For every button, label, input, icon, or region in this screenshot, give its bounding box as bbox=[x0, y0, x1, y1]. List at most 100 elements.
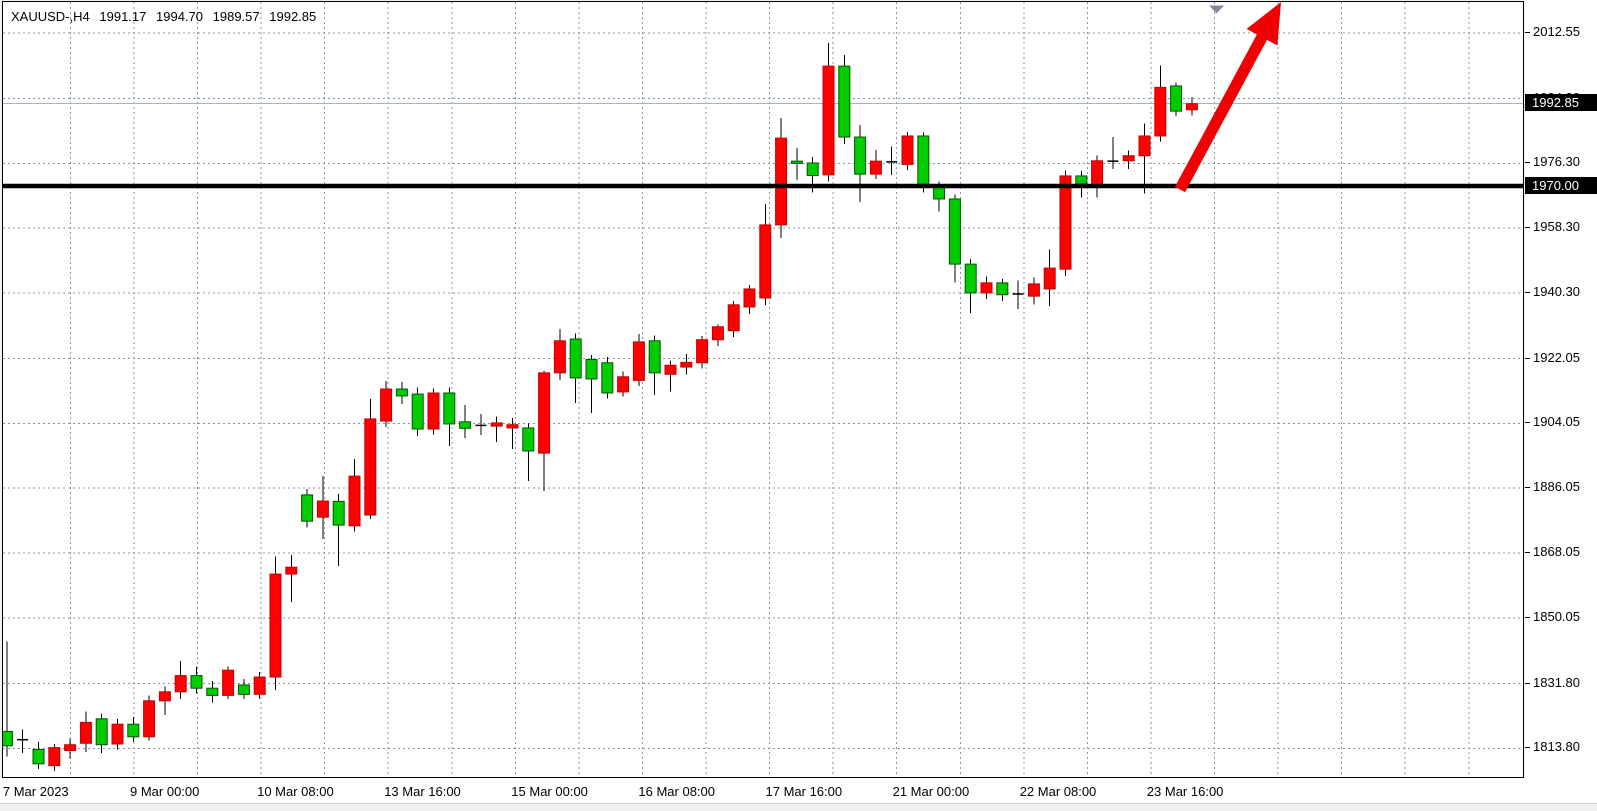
bull-candle bbox=[348, 475, 361, 527]
bull-candle bbox=[1122, 155, 1135, 162]
bear-candle bbox=[886, 161, 898, 163]
time-axis-label: 7 Mar 2023 bbox=[2, 784, 69, 799]
bear-candle bbox=[948, 198, 961, 265]
bear-candle bbox=[648, 340, 661, 374]
close-value: 1992.85 bbox=[269, 9, 317, 24]
bear-candle bbox=[237, 684, 250, 695]
price-axis-label: 1868.05 bbox=[1533, 544, 1580, 560]
trend-arrow-head-icon bbox=[1246, 2, 1281, 46]
price-axis-label: 1886.05 bbox=[1533, 479, 1580, 495]
bull-candle bbox=[617, 376, 630, 393]
window-bottom-strip bbox=[0, 803, 1597, 811]
bear-candle bbox=[443, 392, 456, 425]
bull-candle bbox=[222, 669, 235, 696]
bull-candle bbox=[1138, 135, 1151, 157]
bull-candle bbox=[759, 224, 772, 299]
bear-candle bbox=[790, 160, 803, 164]
bull-candle bbox=[775, 137, 788, 226]
bear-candle bbox=[964, 263, 977, 294]
bull-candle bbox=[17, 738, 29, 741]
bull-candle bbox=[48, 747, 61, 767]
ohlc-header: XAUUSD-,H4 1991.17 1994.70 1989.57 1992.… bbox=[11, 9, 322, 24]
price-axis-label: 1813.80 bbox=[1533, 739, 1580, 755]
bull-candle bbox=[285, 566, 298, 575]
bull-candle bbox=[1043, 267, 1056, 290]
bear-candle bbox=[127, 723, 140, 738]
price-axis-tick bbox=[1525, 487, 1530, 489]
price-axis-tick bbox=[1525, 162, 1530, 164]
bear-candle bbox=[475, 424, 487, 427]
bull-candle bbox=[269, 573, 282, 678]
price-chart[interactable]: XAUUSD-,H4 1991.17 1994.70 1989.57 1992.… bbox=[2, 1, 1524, 778]
bull-candle bbox=[1185, 103, 1198, 111]
bear-candle bbox=[459, 421, 472, 429]
price-axis-tick bbox=[1525, 31, 1530, 33]
time-axis-label: 22 Mar 08:00 bbox=[1019, 784, 1097, 799]
time-axis-label: 16 Mar 08:00 bbox=[638, 784, 715, 799]
bull-candle bbox=[664, 364, 677, 375]
bull-candle bbox=[143, 700, 156, 738]
bear-candle bbox=[1012, 293, 1024, 295]
bull-candle bbox=[727, 304, 740, 332]
bull-candle bbox=[316, 500, 329, 518]
price-axis-label: 2012.55 bbox=[1533, 23, 1580, 39]
bull-candle bbox=[506, 424, 519, 429]
price-axis-tick bbox=[1525, 747, 1530, 749]
bull-candle bbox=[680, 361, 693, 368]
bull-candle bbox=[901, 135, 914, 165]
bull-candle bbox=[743, 288, 756, 308]
time-axis-label: 15 Mar 00:00 bbox=[511, 784, 588, 799]
bull-candle bbox=[1059, 175, 1072, 270]
bull-candle bbox=[490, 422, 503, 427]
time-axis-label: 13 Mar 16:00 bbox=[384, 784, 461, 799]
bear-candle bbox=[301, 494, 314, 522]
bull-candle bbox=[538, 372, 551, 454]
bear-candle bbox=[1170, 85, 1183, 112]
bull-candle bbox=[79, 721, 92, 744]
bull-candle bbox=[64, 744, 77, 751]
bull-candle bbox=[427, 392, 440, 430]
bear-candle bbox=[996, 282, 1009, 296]
bull-candle bbox=[711, 326, 724, 341]
bear-candle bbox=[854, 136, 867, 175]
trend-arrow bbox=[1174, 34, 1268, 193]
bear-candle bbox=[522, 427, 535, 452]
price-axis-tick bbox=[1525, 227, 1530, 229]
price-axis-tick bbox=[1525, 291, 1530, 293]
time-axis-label: 17 Mar 16:00 bbox=[765, 784, 843, 799]
bear-candle bbox=[32, 748, 45, 765]
bull-candle bbox=[380, 388, 393, 422]
price-axis-label: 1831.80 bbox=[1533, 674, 1580, 690]
bear-candle bbox=[1075, 175, 1088, 185]
bull-candle bbox=[158, 691, 171, 702]
candlestick-canvas[interactable] bbox=[3, 2, 1523, 777]
bear-candle bbox=[190, 675, 203, 689]
price-axis-tick bbox=[1525, 682, 1530, 684]
time-axis-label: 23 Mar 16:00 bbox=[1146, 784, 1224, 799]
bear-candle bbox=[838, 65, 851, 138]
open-value: 1991.17 bbox=[99, 9, 147, 24]
low-value: 1989.57 bbox=[212, 9, 260, 24]
price-axis-label: 1958.30 bbox=[1533, 219, 1580, 235]
candles-layer bbox=[3, 43, 1198, 771]
bear-candle bbox=[411, 393, 424, 430]
bull-candle bbox=[364, 418, 377, 516]
support-level-tag: 1970.00 bbox=[1525, 176, 1597, 194]
bull-candle bbox=[1027, 283, 1040, 297]
price-axis-label: 1976.30 bbox=[1533, 154, 1580, 170]
price-axis-label: 1922.05 bbox=[1533, 349, 1580, 365]
bull-candle bbox=[1091, 160, 1104, 187]
bear-candle bbox=[917, 135, 930, 185]
price-axis-tick bbox=[1525, 357, 1530, 359]
time-axis-label: 10 Mar 08:00 bbox=[257, 784, 334, 799]
bull-candle bbox=[980, 282, 993, 294]
bear-candle bbox=[601, 362, 614, 394]
bull-candle bbox=[253, 676, 266, 695]
bull-candle bbox=[111, 723, 124, 745]
time-axis[interactable]: 7 Mar 2023 9 Mar 00:00 10 Mar 08:00 13 Mar … bbox=[0, 778, 1597, 803]
bear-candle bbox=[95, 718, 108, 746]
bear-candle bbox=[206, 687, 219, 696]
price-axis[interactable]: 2012.551994.301976.301958.301940.301922.… bbox=[1525, 0, 1597, 803]
high-value: 1994.70 bbox=[156, 9, 203, 24]
